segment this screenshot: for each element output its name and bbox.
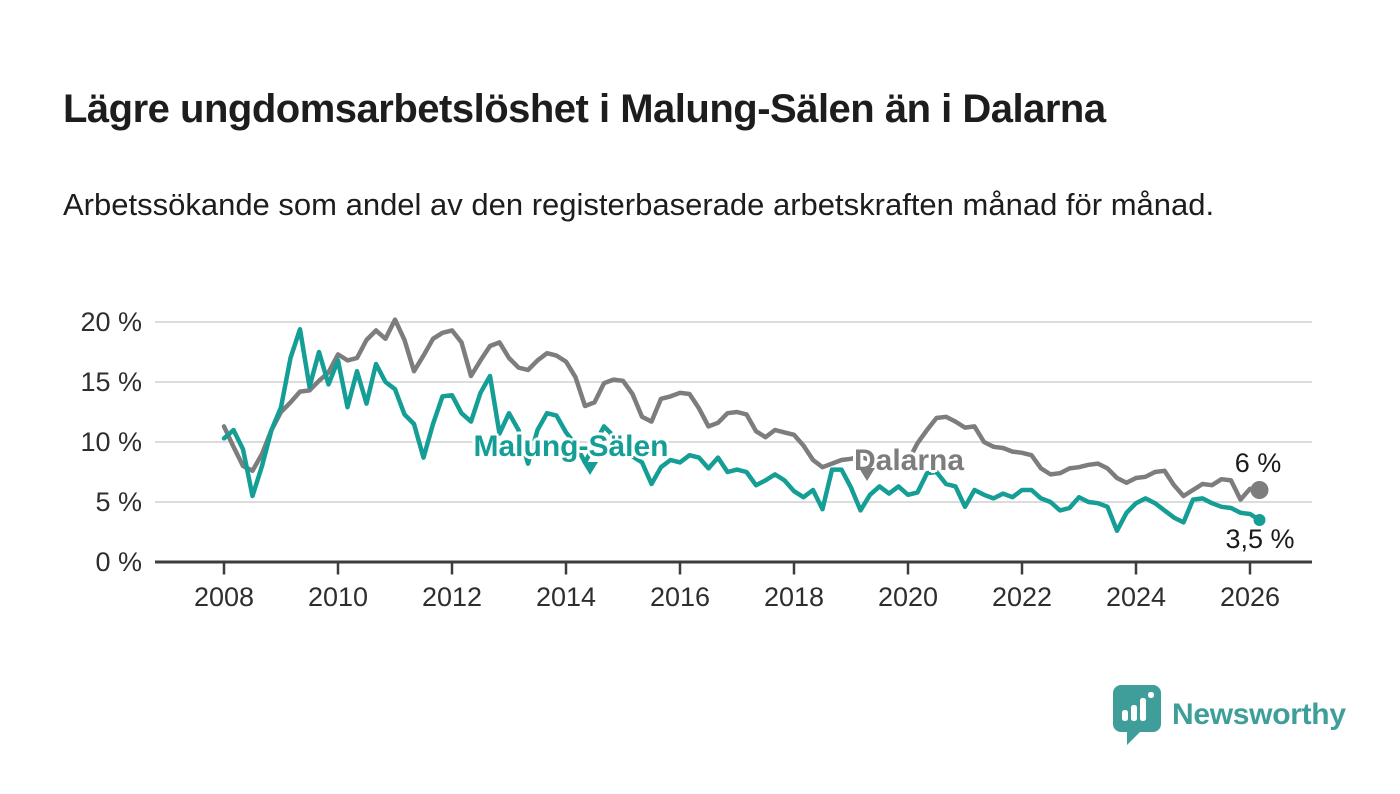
series-line-dalarna [221, 317, 1262, 502]
page-title: Lägre ungdomsarbetslöshet i Malung-Sälen… [63, 86, 1106, 131]
newsworthy-logo-icon [1113, 685, 1161, 745]
newsworthy-wordmark: Newsworthy [1172, 698, 1346, 731]
y-tick-label: 10 % [80, 427, 142, 457]
x-tick-label: 2016 [650, 582, 710, 612]
x-tick-label: 2014 [536, 582, 596, 612]
x-tick-label: 2026 [1220, 582, 1280, 612]
x-tick-label: 2008 [194, 582, 254, 612]
y-tick-label: 5 % [95, 487, 142, 517]
series-end-dot-dalarna [1250, 481, 1269, 499]
x-tick-label: 2012 [422, 582, 482, 612]
y-tick-label: 20 % [80, 307, 142, 337]
end-value-label-dalarna: 6 % [1234, 448, 1282, 478]
end-value-label-malung-salen: 3,5 % [1225, 524, 1295, 554]
x-tick-label: 2018 [764, 582, 824, 612]
x-tick-label: 2024 [1106, 582, 1166, 612]
y-tick-label: 15 % [80, 367, 142, 397]
newsworthy-branding: Newsworthy [1112, 684, 1346, 746]
y-tick-label: 0 % [95, 547, 142, 577]
series-line-malung-s-len [221, 326, 1262, 534]
series-label-pointer-malung [582, 462, 598, 475]
x-tick-label: 2020 [878, 582, 938, 612]
x-tick-label: 2022 [992, 582, 1052, 612]
series-label-pointer-dalarna [859, 468, 875, 481]
page-subtitle: Arbetssökande som andel av den registerb… [63, 187, 1215, 222]
x-tick-label: 2010 [308, 582, 368, 612]
series-end-dot-malung-s-len [1253, 514, 1266, 526]
series-label-malung-salen: Malung-Sälen [473, 430, 669, 463]
